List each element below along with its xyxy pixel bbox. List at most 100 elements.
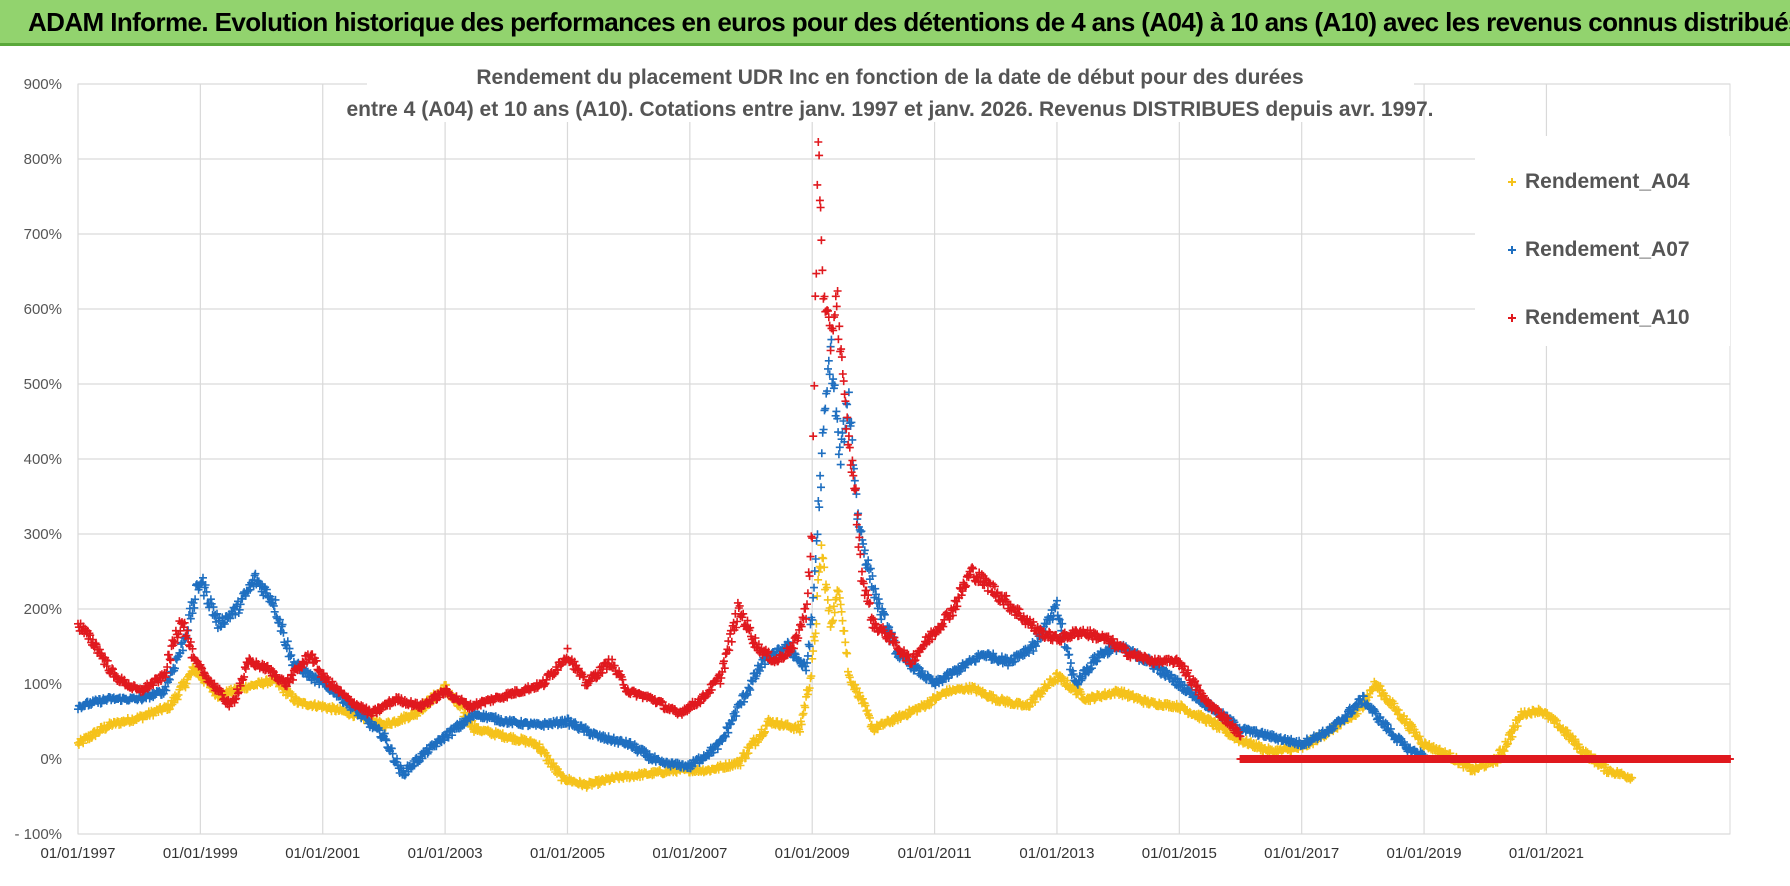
data-point (848, 456, 857, 465)
data-point (804, 640, 813, 649)
data-point (842, 648, 851, 657)
data-point (801, 703, 810, 712)
data-point (833, 287, 842, 295)
data-point (801, 662, 810, 671)
x-tick-label: 01/01/2017 (1264, 845, 1339, 862)
data-point (226, 614, 235, 623)
data-point (563, 644, 572, 653)
data-point (1482, 762, 1491, 771)
data-point (832, 407, 841, 416)
data-point (278, 620, 287, 629)
data-point (182, 679, 191, 688)
data-point (191, 595, 200, 604)
data-point (824, 356, 833, 365)
data-point (1563, 726, 1572, 735)
data-point (927, 700, 936, 709)
data-point (835, 443, 844, 452)
data-point (820, 563, 829, 572)
data-point (178, 646, 187, 655)
data-point (808, 615, 817, 624)
data-point (816, 203, 825, 212)
data-point (400, 771, 409, 780)
x-axis-ticks: 01/01/1997 01/01/1999 01/01/2001 01/01/2003… (40, 845, 1584, 862)
data-point (775, 644, 783, 653)
y-axis-ticks: - 100%0%100%200%300%400%500%600%700%800%… (14, 76, 62, 843)
data-point (723, 645, 732, 654)
data-point (181, 683, 190, 692)
data-point (1480, 763, 1489, 772)
data-point (1415, 732, 1424, 741)
data-point (202, 587, 211, 596)
data-point (821, 404, 830, 413)
data-point (640, 746, 649, 755)
data-point (509, 732, 518, 741)
data-point (286, 652, 295, 661)
data-point (736, 699, 745, 708)
data-point (393, 754, 401, 763)
data-point (448, 731, 457, 740)
y-tick-label: 700% (24, 226, 62, 243)
data-point (173, 695, 182, 704)
data-point (199, 573, 207, 582)
data-point (801, 604, 810, 613)
data-point (815, 196, 824, 205)
data-point (165, 705, 174, 714)
data-point (1601, 763, 1610, 772)
data-point (831, 292, 840, 301)
data-point (843, 649, 852, 658)
data-point (844, 388, 853, 397)
data-point (546, 755, 554, 764)
data-point (607, 737, 616, 746)
data-point (819, 554, 828, 563)
data-point (816, 471, 825, 480)
data-point (188, 609, 197, 618)
data-point (797, 720, 806, 729)
data-point (171, 664, 179, 673)
data-point (809, 432, 818, 441)
data-point (815, 151, 824, 160)
data-point (836, 460, 845, 469)
data-point (724, 728, 733, 737)
y-tick-label: 600% (24, 301, 62, 318)
data-point (741, 754, 750, 763)
data-point (732, 712, 741, 720)
data-point (380, 729, 389, 738)
data-point (251, 569, 260, 578)
data-point (836, 600, 845, 609)
data-point (157, 690, 166, 699)
data-point (810, 636, 819, 645)
data-point (813, 530, 822, 539)
data-point (279, 628, 288, 637)
data-point (838, 370, 847, 378)
data-point (235, 605, 244, 614)
data-point (815, 503, 824, 512)
data-point (803, 658, 811, 667)
data-point (1552, 716, 1561, 725)
data-point (829, 375, 838, 384)
data-point (855, 688, 864, 697)
y-tick-label: 100% (24, 676, 62, 693)
data-point (807, 672, 816, 681)
data-point (645, 750, 654, 759)
data-point (802, 666, 811, 675)
data-point (865, 713, 874, 722)
data-point (755, 666, 764, 675)
data-point (837, 353, 846, 362)
data-point (852, 684, 861, 693)
data-point (810, 583, 818, 592)
data-point (1508, 732, 1517, 741)
data-point (643, 751, 652, 759)
scatter-chart: - 100%0%100%200%300%400%500%600%700%800%… (14, 56, 1734, 862)
data-point (844, 667, 852, 676)
data-point (1050, 675, 1059, 684)
data-point (760, 729, 769, 738)
data-point (269, 601, 278, 610)
data-point (1395, 710, 1404, 719)
data-point (754, 735, 763, 744)
data-point (798, 711, 807, 719)
data-point (209, 603, 218, 612)
data-point (1206, 715, 1215, 724)
data-point (165, 675, 174, 684)
title-banner: ADAM Informe. Evolution historique des p… (0, 0, 1790, 46)
data-point (559, 771, 568, 780)
